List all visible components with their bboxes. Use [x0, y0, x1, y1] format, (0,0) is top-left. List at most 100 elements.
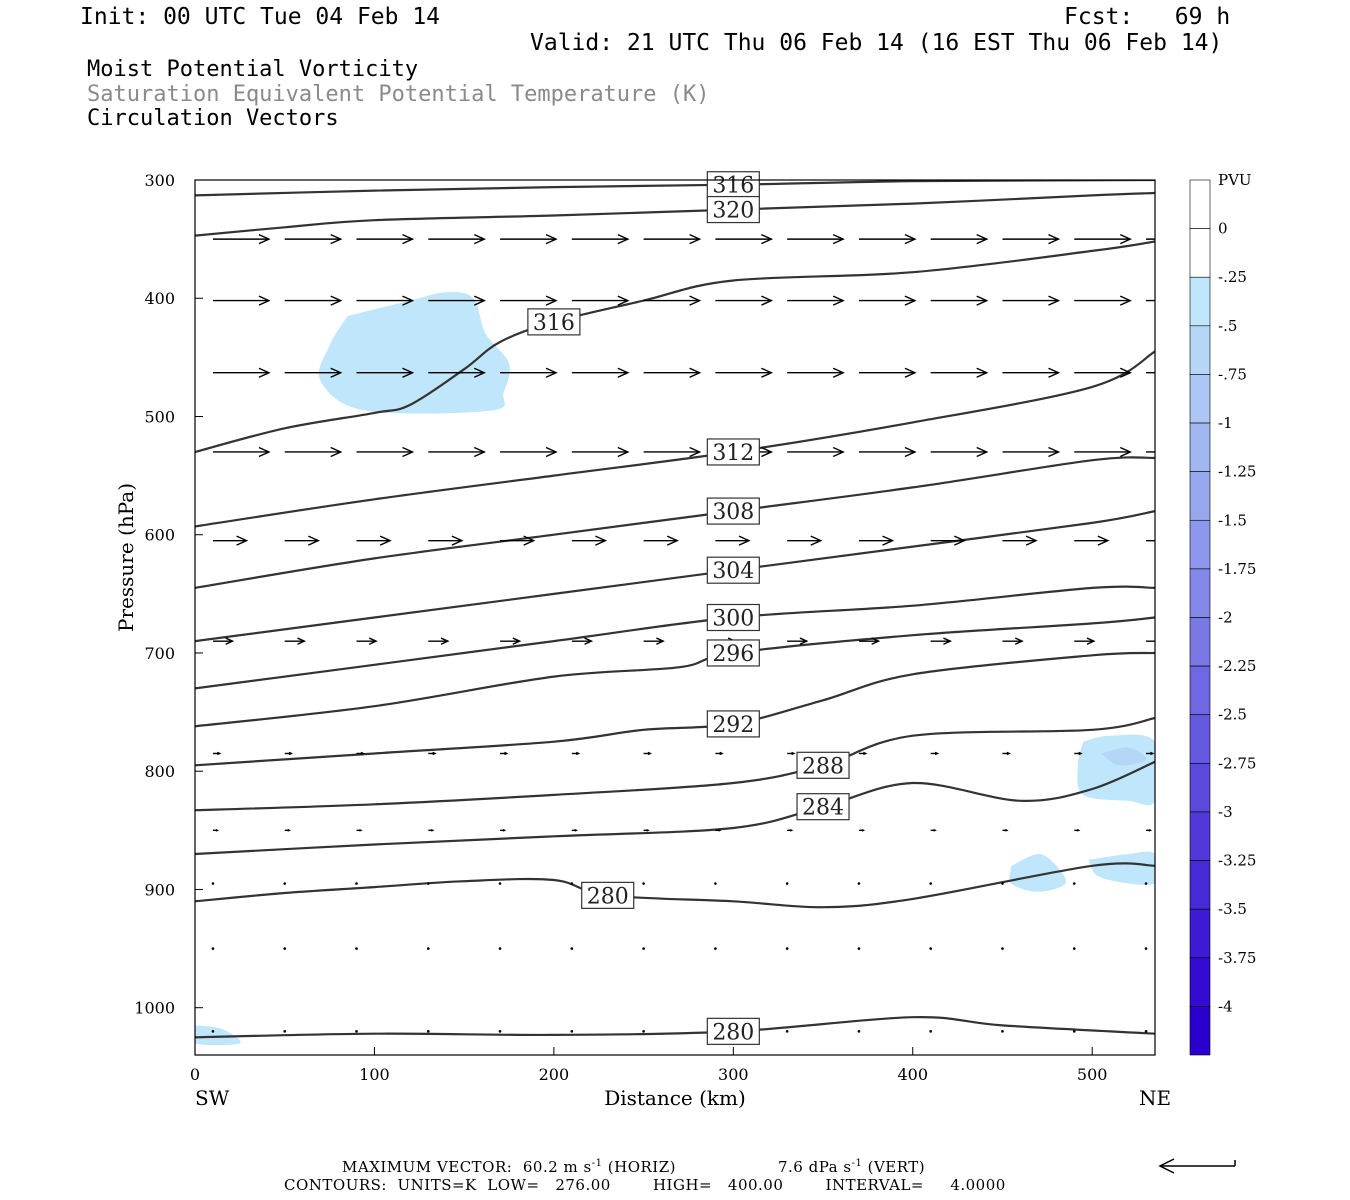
- theta-e-contours: [195, 180, 1155, 1039]
- theta-e-line-308: [195, 456, 1155, 589]
- vector-head: [1005, 828, 1009, 832]
- x-end-label-left: SW: [195, 1086, 230, 1110]
- x-tick-label: 500: [1077, 1065, 1108, 1084]
- vector-head: [832, 233, 845, 245]
- vector-head: [402, 233, 415, 245]
- field-title-vectors: Circulation Vectors: [87, 106, 339, 131]
- vector-dot: [283, 882, 287, 885]
- vector-dot: [785, 882, 789, 885]
- vector-head: [1150, 751, 1155, 756]
- theta-e-line-296: [195, 616, 1155, 728]
- vector-dot: [857, 1030, 861, 1033]
- vector-head: [545, 295, 558, 306]
- vector-head: [473, 367, 486, 378]
- colorbar-swatch: [1189, 422, 1211, 472]
- vector-head: [1025, 535, 1038, 546]
- colorbar-label: -.5: [1218, 317, 1237, 335]
- colorbar-swatch: [1189, 228, 1211, 278]
- contour-label-304: 304: [712, 559, 754, 584]
- vector-head: [297, 637, 307, 645]
- vector-head: [330, 367, 343, 378]
- theta-e-line-304: [195, 510, 1155, 643]
- vector-head: [215, 828, 220, 832]
- vector-head: [832, 367, 845, 378]
- vector-head: [258, 233, 271, 245]
- colorbar-label: 0: [1218, 220, 1228, 238]
- pv-region-1: [1077, 734, 1155, 806]
- pv-region-2: [1101, 747, 1147, 766]
- vector-head: [512, 637, 522, 645]
- colorbar-swatch: [1189, 179, 1211, 229]
- colorbar-label: -1: [1218, 414, 1233, 432]
- vector-head: [954, 535, 967, 546]
- contour-label-288: 288: [802, 754, 844, 779]
- vector-head: [761, 233, 774, 245]
- vector-head: [799, 637, 809, 645]
- y-tick-label: 700: [144, 644, 175, 663]
- vector-head: [258, 295, 271, 306]
- vector-dot: [1072, 882, 1076, 885]
- y-tick-label: 300: [144, 171, 175, 190]
- colorbar-label: -3.5: [1218, 900, 1247, 918]
- vector-head: [617, 446, 630, 458]
- contour-label-280: 280: [587, 884, 629, 909]
- contour-label-box: [706, 195, 760, 224]
- x-end-label-right: NE: [1139, 1086, 1171, 1110]
- colorbar-swatch: [1189, 665, 1211, 716]
- vector-dot: [714, 882, 717, 885]
- vector-head: [402, 446, 415, 458]
- colorbar-label: -2.25: [1218, 657, 1256, 675]
- vector-dot: [1001, 1030, 1004, 1033]
- field-title-pv: Moist Potential Vorticity: [87, 57, 419, 82]
- vector-head: [504, 751, 509, 756]
- vert-tag: (VERT): [867, 1158, 926, 1176]
- vector-dot: [642, 882, 645, 885]
- vector-head: [719, 751, 724, 756]
- vector-head: [617, 367, 630, 378]
- vector-dot: [283, 1030, 287, 1033]
- vector-dot: [426, 947, 430, 950]
- vector-head: [330, 446, 343, 458]
- vector-head: [523, 535, 536, 546]
- vector-dot: [1072, 947, 1076, 950]
- vector-head: [225, 637, 235, 645]
- vector-head: [689, 295, 702, 306]
- vector-head: [976, 446, 989, 458]
- forecast-hour: Fcst: 69 h: [1064, 4, 1231, 30]
- vector-head: [1048, 295, 1061, 306]
- y-tick-label: 500: [144, 407, 175, 426]
- vector-dot: [785, 1030, 789, 1033]
- vector-dot: [211, 947, 215, 950]
- theta-e-line-284: [195, 760, 1155, 856]
- vector-dot: [355, 947, 358, 950]
- colorbar-label: -1.5: [1218, 511, 1247, 529]
- vector-head: [689, 446, 702, 458]
- vector-head: [647, 751, 653, 756]
- vector-head: [810, 535, 823, 546]
- pv-region-3: [1009, 854, 1066, 892]
- vector-dot: [426, 882, 430, 885]
- vector-head: [545, 367, 558, 378]
- contour-label-box: [706, 639, 760, 667]
- vector-head: [761, 295, 774, 306]
- vector-head: [976, 233, 989, 245]
- vector-dot: [642, 1030, 645, 1033]
- vector-head: [330, 295, 343, 306]
- y-tick-label: 800: [144, 762, 175, 781]
- vector-dot: [929, 947, 933, 950]
- vector-head: [832, 295, 845, 306]
- contour-label-box: [527, 308, 581, 336]
- vector-head: [440, 637, 450, 645]
- contour-label-320: 320: [712, 199, 754, 224]
- contour-label-box: [706, 497, 760, 525]
- pv-region-0: [318, 292, 510, 414]
- vector-head: [287, 828, 291, 832]
- contour-label-308: 308: [712, 500, 754, 525]
- y-axis-label: Pressure (hPa): [114, 483, 138, 632]
- plot-frame: [194, 179, 1156, 1056]
- vector-dot: [211, 882, 215, 885]
- vector-dot: [570, 882, 574, 885]
- colorbar-swatch: [1189, 519, 1211, 570]
- vector-head: [904, 233, 917, 245]
- colorbar-label: -3.75: [1218, 949, 1256, 967]
